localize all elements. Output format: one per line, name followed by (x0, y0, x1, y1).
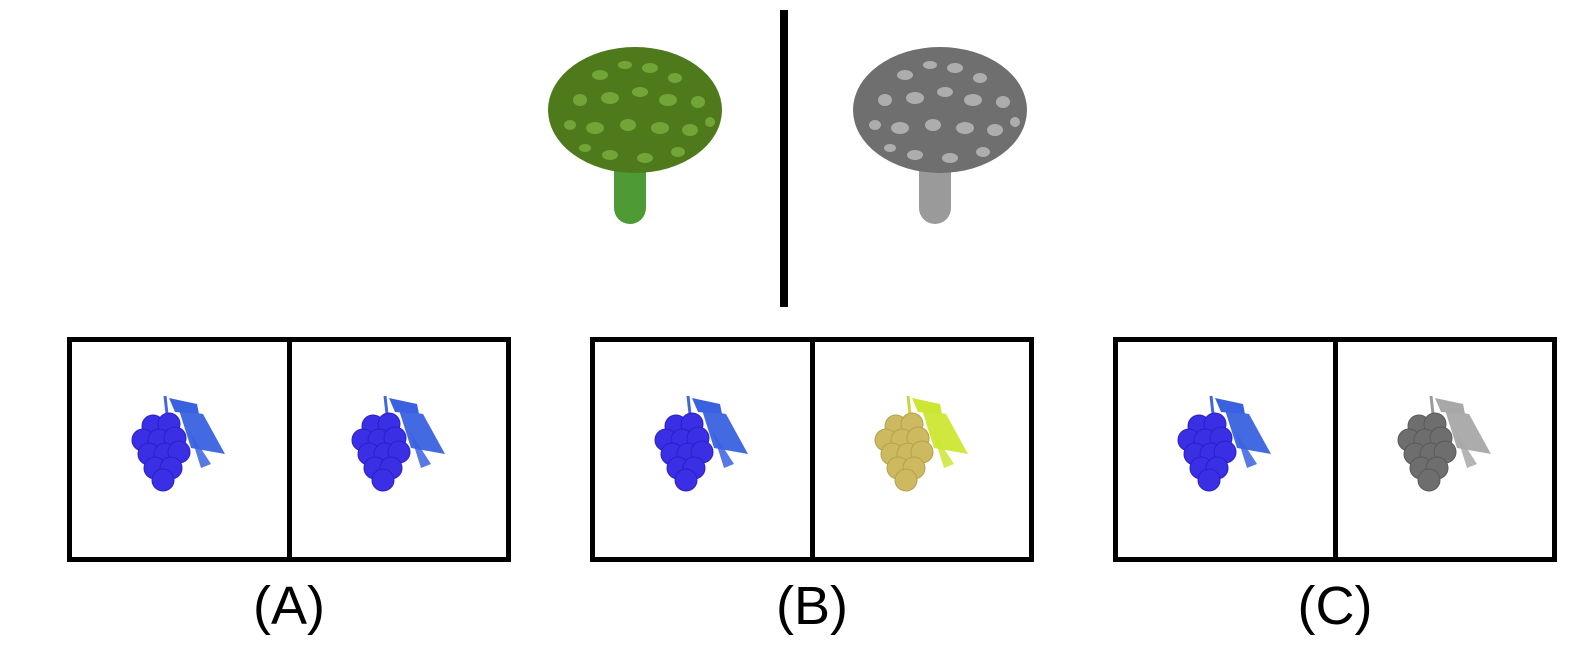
option-c-left-panel (1118, 342, 1338, 557)
example-source-image (540, 30, 740, 240)
grapes-blue-icon (119, 390, 239, 510)
option-a-label: (A) (253, 576, 325, 636)
option-c-right-panel (1338, 342, 1553, 557)
option-c-box[interactable] (1113, 337, 1557, 562)
mushroom-grayscale-icon (853, 47, 1027, 224)
example-target-image (845, 30, 1045, 240)
option-a-box[interactable] (67, 337, 511, 562)
grapes-blue-icon (642, 390, 762, 510)
option-a-right-panel (292, 342, 507, 557)
grapes-blue-icon (1165, 390, 1285, 510)
grapes-yellow-icon (862, 390, 982, 510)
vertical-divider (780, 10, 788, 307)
option-c-label: (C) (1297, 576, 1373, 636)
mushroom-icon (548, 47, 722, 224)
option-b-left-panel (595, 342, 815, 557)
option-a-left-panel (72, 342, 292, 557)
grapes-grayscale-icon (1385, 390, 1505, 510)
option-b-box[interactable] (590, 337, 1034, 562)
option-b-label: (B) (776, 576, 848, 636)
grapes-blue-icon (339, 390, 459, 510)
option-b-right-panel (815, 342, 1030, 557)
